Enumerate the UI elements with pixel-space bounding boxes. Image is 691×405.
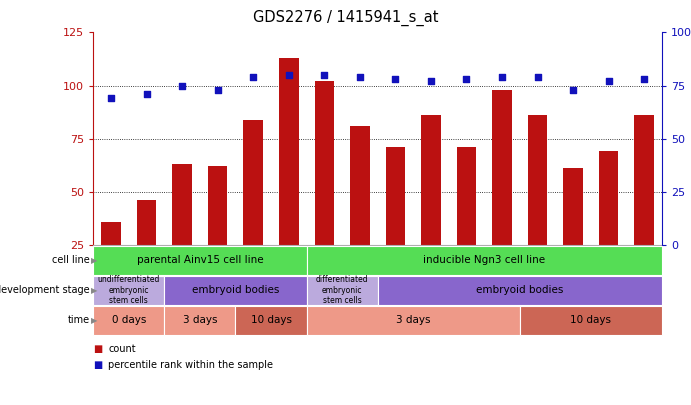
Text: GDS2276 / 1415941_s_at: GDS2276 / 1415941_s_at: [253, 10, 438, 26]
Point: [603, 78, 614, 85]
Bar: [102, 222, 121, 245]
Bar: [350, 126, 370, 245]
Bar: [457, 147, 476, 245]
Point: [497, 74, 508, 80]
Text: ■: ■: [93, 360, 102, 370]
Point: [426, 78, 437, 85]
Bar: [528, 115, 547, 245]
Text: development stage: development stage: [0, 286, 90, 295]
Text: percentile rank within the sample: percentile rank within the sample: [108, 360, 274, 370]
Text: cell line: cell line: [52, 256, 90, 265]
Text: ▶: ▶: [91, 286, 97, 295]
Bar: [422, 115, 441, 245]
Point: [319, 72, 330, 78]
Text: undifferentiated
embryonic
stem cells: undifferentiated embryonic stem cells: [97, 275, 160, 305]
Text: 10 days: 10 days: [570, 315, 612, 325]
Text: embryoid bodies: embryoid bodies: [476, 286, 563, 295]
Bar: [634, 115, 654, 245]
Point: [283, 72, 294, 78]
Text: ▶: ▶: [91, 256, 97, 265]
Point: [177, 82, 188, 89]
Text: 0 days: 0 days: [112, 315, 146, 325]
Bar: [208, 166, 227, 245]
Text: differentiated
embryonic
stem cells: differentiated embryonic stem cells: [316, 275, 368, 305]
Bar: [563, 168, 583, 245]
Bar: [386, 147, 405, 245]
Bar: [314, 81, 334, 245]
Point: [247, 74, 258, 80]
Point: [390, 76, 401, 83]
Text: ▶: ▶: [91, 316, 97, 325]
Bar: [279, 58, 299, 245]
Bar: [243, 119, 263, 245]
Text: 10 days: 10 days: [251, 315, 292, 325]
Point: [212, 87, 223, 93]
Bar: [492, 90, 512, 245]
Text: embryoid bodies: embryoid bodies: [192, 286, 279, 295]
Text: ■: ■: [93, 344, 102, 354]
Text: 3 days: 3 days: [396, 315, 430, 325]
Bar: [137, 200, 156, 245]
Bar: [172, 164, 192, 245]
Bar: [599, 151, 618, 245]
Point: [354, 74, 366, 80]
Point: [567, 87, 578, 93]
Text: time: time: [68, 315, 90, 325]
Point: [106, 95, 117, 102]
Text: count: count: [108, 344, 136, 354]
Text: inducible Ngn3 cell line: inducible Ngn3 cell line: [423, 256, 545, 265]
Point: [461, 76, 472, 83]
Text: 3 days: 3 days: [182, 315, 217, 325]
Point: [141, 91, 152, 97]
Point: [532, 74, 543, 80]
Text: parental Ainv15 cell line: parental Ainv15 cell line: [137, 256, 263, 265]
Point: [638, 76, 650, 83]
